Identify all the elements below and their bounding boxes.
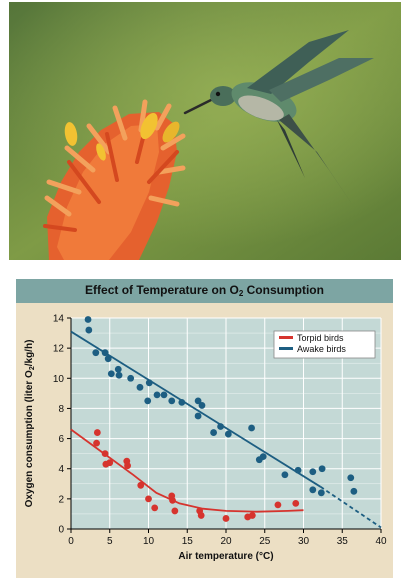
legend-swatch-awake bbox=[279, 347, 293, 350]
y-axis-label-suffix: /kg/h) bbox=[24, 340, 35, 367]
y-axis-label-prefix: Oxygen consumption (liter O bbox=[24, 370, 35, 507]
data-point-awake bbox=[178, 399, 186, 406]
chart-header: Effect of Temperature on O2 Consumption bbox=[16, 279, 393, 303]
x-tick-label: 5 bbox=[107, 536, 113, 547]
data-point-torpid bbox=[248, 512, 256, 519]
fit-line-dashed-awake bbox=[320, 486, 382, 529]
y-tick-label: 6 bbox=[58, 434, 64, 445]
x-axis-label: Air temperature (°C) bbox=[178, 551, 273, 562]
x-tick-label: 40 bbox=[375, 536, 387, 547]
data-point-torpid bbox=[93, 439, 100, 447]
legend: Torpid birds Awake birds bbox=[273, 330, 376, 359]
photo-illustration bbox=[9, 2, 401, 260]
chart-plot: 0 5 10 15 20 25 30 35 40 0 2 4 6 8 10 12 14 Torpid birds… bbox=[24, 314, 387, 563]
data-point-torpid bbox=[222, 515, 230, 522]
data-point-awake bbox=[194, 397, 202, 405]
data-point-awake bbox=[350, 487, 358, 495]
chart-title-prefix: Effect of Temperature on O bbox=[85, 283, 239, 297]
data-point-awake bbox=[309, 468, 317, 476]
data-point-torpid bbox=[151, 504, 159, 512]
y-axis-label-subscript: 2 bbox=[29, 366, 36, 370]
y-tick-label: 12 bbox=[53, 344, 65, 355]
data-point-awake bbox=[224, 430, 232, 438]
data-point-torpid bbox=[274, 501, 282, 509]
data-point-awake bbox=[84, 316, 92, 323]
data-point-awake bbox=[347, 474, 355, 482]
data-point-torpid bbox=[124, 462, 131, 470]
data-point-awake bbox=[85, 326, 93, 334]
data-point-awake bbox=[194, 412, 202, 420]
data-point-awake bbox=[101, 349, 109, 357]
x-tick-label: 35 bbox=[337, 536, 349, 547]
data-point-awake bbox=[248, 424, 255, 432]
legend-label-awake: Awake birds bbox=[297, 344, 346, 354]
data-point-torpid bbox=[145, 495, 152, 503]
data-point-torpid bbox=[169, 496, 176, 504]
y-tick-label: 8 bbox=[58, 404, 64, 415]
y-axis-label: Oxygen consumption (liter O2/kg/h) bbox=[24, 340, 36, 508]
chart-title-subscript: 2 bbox=[238, 289, 244, 298]
data-point-awake bbox=[104, 355, 112, 363]
data-point-awake bbox=[127, 374, 135, 382]
data-point-awake bbox=[153, 391, 161, 399]
x-tick-label: 20 bbox=[220, 536, 232, 547]
data-point-awake bbox=[92, 349, 100, 357]
data-point-awake bbox=[309, 486, 317, 494]
data-point-awake bbox=[144, 397, 152, 405]
data-point-awake bbox=[318, 465, 326, 473]
data-point-torpid bbox=[93, 429, 101, 436]
data-point-torpid bbox=[101, 450, 109, 458]
legend-box bbox=[273, 330, 376, 359]
x-tick-label: 25 bbox=[259, 536, 271, 547]
hummingbird bbox=[183, 30, 374, 207]
x-tick-label: 0 bbox=[68, 536, 74, 547]
x-tick-label: 10 bbox=[143, 536, 155, 547]
data-point-awake bbox=[294, 466, 302, 474]
data-point-awake bbox=[210, 429, 218, 436]
fit-lines bbox=[70, 330, 382, 529]
data-points bbox=[84, 316, 358, 522]
data-point-awake bbox=[217, 423, 224, 430]
flower bbox=[43, 99, 186, 260]
y-tick-label: 10 bbox=[53, 374, 65, 385]
data-point-awake bbox=[115, 371, 123, 379]
data-point-awake bbox=[281, 471, 289, 479]
hummingbird-photo bbox=[9, 2, 401, 260]
data-point-awake bbox=[145, 379, 153, 387]
data-point-torpid bbox=[292, 499, 300, 507]
y-tick-label: 2 bbox=[58, 494, 64, 505]
data-point-awake bbox=[259, 453, 267, 461]
chart-title-suffix: Consumption bbox=[243, 283, 324, 297]
data-point-awake bbox=[160, 391, 168, 399]
fit-line-awake bbox=[70, 330, 322, 488]
data-point-torpid bbox=[197, 512, 205, 519]
legend-label-torpid: Torpid birds bbox=[297, 333, 344, 343]
x-tick-label: 30 bbox=[298, 536, 310, 547]
data-point-torpid bbox=[137, 481, 145, 489]
data-point-awake bbox=[317, 489, 325, 497]
data-point-awake bbox=[198, 402, 206, 409]
tick-labels: 0 5 10 15 20 25 30 35 40 0 2 4 6 8 10 12 14 bbox=[53, 314, 387, 548]
data-point-awake bbox=[114, 365, 122, 373]
data-point-awake bbox=[168, 397, 176, 405]
chart-panel: Effect of Temperature on O2 Consumption … bbox=[16, 279, 393, 578]
data-point-torpid bbox=[171, 507, 179, 515]
x-tick-label: 15 bbox=[182, 536, 194, 547]
fit-curve-torpid bbox=[70, 428, 304, 513]
y-tick-label: 14 bbox=[53, 314, 65, 325]
y-tick-label: 4 bbox=[58, 464, 64, 475]
grid bbox=[70, 317, 382, 530]
data-point-awake bbox=[107, 370, 115, 378]
y-tick-label: 0 bbox=[58, 525, 64, 536]
data-point-torpid bbox=[106, 459, 114, 467]
chart-title: Effect of Temperature on O2 Consumption bbox=[16, 283, 393, 298]
data-point-awake bbox=[136, 383, 144, 391]
legend-swatch-torpid bbox=[279, 336, 293, 339]
